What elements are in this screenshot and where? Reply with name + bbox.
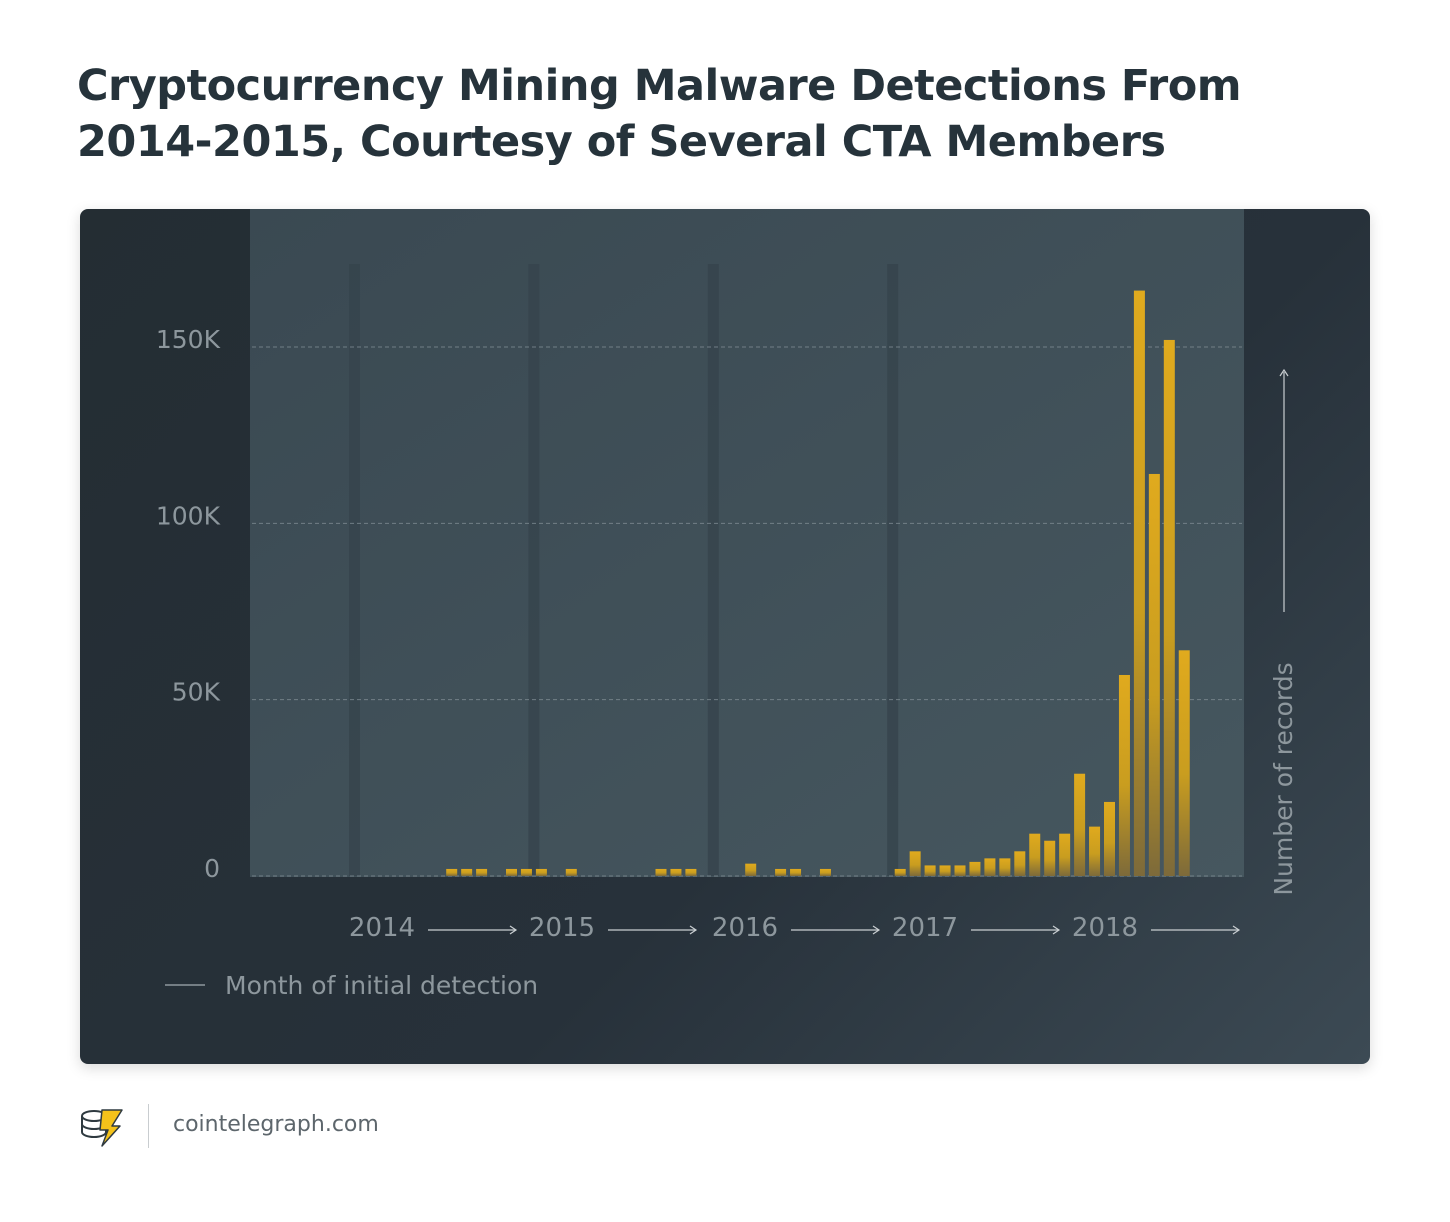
bar-2017-05	[1044, 840, 1056, 876]
bar-2017-12	[1148, 473, 1160, 876]
bar-2017-11	[1133, 290, 1145, 876]
title-line-2: 2014-2015, Courtesy of Several CTA Membe…	[77, 117, 1166, 167]
footer-separator	[148, 1104, 149, 1148]
year-band-2014	[349, 264, 360, 876]
bar-2014-05	[506, 868, 517, 876]
year-band-2016	[707, 264, 719, 876]
bar-2015-11	[775, 868, 787, 876]
bar-2014-01	[446, 868, 458, 876]
bar-2016-12	[969, 861, 981, 876]
bar-2016-08	[909, 851, 921, 876]
bar-2014-07	[535, 868, 547, 876]
bar-2018-01	[1163, 339, 1175, 876]
bar-2016-07	[894, 868, 906, 876]
bar-2017-08	[1089, 826, 1101, 876]
year-band-2017	[887, 264, 899, 876]
y-axis-label: Number of records	[1269, 662, 1298, 895]
bar-2014-02	[461, 868, 473, 876]
title-line-1: Cryptocurrency Mining Malware Detections…	[77, 61, 1242, 111]
bar-2016-10	[939, 865, 951, 876]
bar-2017-07	[1074, 773, 1086, 876]
bar-2015-05	[685, 868, 697, 876]
x-year-label-2014: 2014	[349, 913, 415, 943]
x-year-label-2017: 2017	[892, 913, 958, 943]
x-arrow-head-2014	[509, 925, 518, 935]
bar-2017-02	[999, 858, 1011, 876]
bar-2016-11	[954, 865, 966, 876]
chart-title: Cryptocurrency Mining Malware Detections…	[77, 58, 1377, 170]
bar-chart: 0 50K 100K 150K 2014 2015 2016 2017 2018 Number…	[156, 209, 1298, 1000]
x-year-label-2015: 2015	[529, 913, 595, 943]
bar-2017-06	[1059, 833, 1071, 876]
y-tick-0: 0	[204, 854, 220, 883]
plot-area	[250, 209, 1244, 877]
x-arrow-head-2015	[689, 925, 698, 935]
ylabel-arrow-head	[1279, 368, 1289, 377]
y-tick-100K: 100K	[156, 501, 221, 530]
bar-2017-04	[1029, 833, 1041, 876]
x-arrow-head-2016	[872, 925, 881, 935]
bar-2017-10	[1118, 674, 1130, 876]
x-year-label-2016: 2016	[712, 913, 778, 943]
bar-2015-09	[745, 863, 757, 876]
year-band-2015	[528, 264, 540, 876]
x-axis-label: Month of initial detection	[225, 971, 538, 1000]
chart-card: 0 50K 100K 150K 2014 2015 2016 2017 2018 Number…	[80, 209, 1370, 1064]
y-tick-50K: 50K	[172, 678, 221, 707]
bar-2017-09	[1104, 801, 1115, 876]
x-year-label-2018: 2018	[1072, 913, 1138, 943]
bar-2017-03	[1014, 851, 1026, 876]
x-arrow-head-2018	[1232, 925, 1241, 935]
bar-2018-02	[1178, 650, 1190, 876]
bar-2014-03	[476, 868, 488, 876]
cointelegraph-logo-icon	[81, 1109, 123, 1147]
footer: cointelegraph.com	[80, 1104, 680, 1148]
bar-2014-09	[565, 868, 577, 876]
bar-2015-04	[670, 868, 682, 876]
bar-2014-06	[520, 868, 532, 876]
site-name: cointelegraph.com	[173, 1112, 379, 1137]
bar-2015-03	[655, 868, 667, 876]
bar-2016-09	[924, 865, 936, 876]
x-arrow-head-2017	[1052, 925, 1061, 935]
bar-2016-02	[819, 868, 831, 876]
bar-2017-01	[984, 858, 996, 876]
y-tick-150K: 150K	[156, 325, 221, 354]
bar-2015-12	[790, 868, 802, 876]
